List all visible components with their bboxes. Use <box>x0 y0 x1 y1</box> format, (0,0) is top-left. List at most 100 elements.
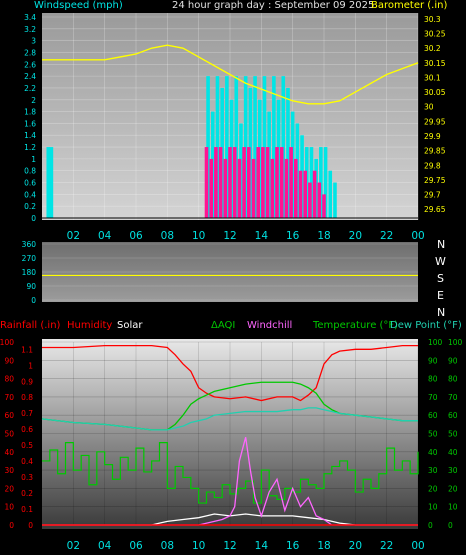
x-tick-label: 22 <box>380 540 393 552</box>
wind-y-tick-label: 1.4 <box>24 131 36 140</box>
temperature-y-tick-label: 30 <box>428 466 438 475</box>
x-tick-label: 16 <box>286 230 300 242</box>
wind-speed-bar <box>261 147 265 218</box>
temperature-y-tick-label: 10 <box>428 503 438 512</box>
wind-y-tick-label: 2.2 <box>24 84 36 93</box>
humidity-y-tick-label: 10 <box>4 503 14 512</box>
humidity-line <box>42 345 418 402</box>
wind-speed-bar <box>223 158 228 218</box>
humidity-y-tick-label: 70 <box>4 393 14 402</box>
x-tick-label: 16 <box>286 540 300 552</box>
wind-y-tick-label: 0.6 <box>24 179 36 188</box>
barometer-y-tick-label: 29.85 <box>424 147 446 156</box>
wind-speed-bar <box>209 158 213 218</box>
aqi-y-tick-label: 50 <box>448 430 458 439</box>
temperature-y-tick-label: 70 <box>428 393 438 402</box>
x-tick-label: 14 <box>255 540 269 552</box>
legend-aqi: ΔAQI <box>211 320 236 331</box>
humidity-y-tick-label: 30 <box>4 466 14 475</box>
barometer-y-tick-label: 30.15 <box>424 59 446 68</box>
wind-speed-bar <box>242 147 246 218</box>
barometer-y-tick-label: 29.65 <box>424 205 446 214</box>
wind-y-tick-label: 3.4 <box>24 13 36 22</box>
humidity-y-tick-label: 40 <box>4 448 14 457</box>
humidity-y-tick-label: 80 <box>4 375 14 384</box>
aqi-y-tick-label: 60 <box>448 411 458 420</box>
barometer-y-tick-label: 30.1 <box>424 73 441 82</box>
wind-speed-bar <box>237 158 242 218</box>
aqi-y-tick-label: 30 <box>448 466 458 475</box>
legend-temperature: Temperature (°F) <box>313 320 399 331</box>
wind-y-tick-label: 2.6 <box>24 60 36 69</box>
windspeed-axis-title: Windspeed (mph) <box>34 0 123 11</box>
aqi-y-tick-label: 80 <box>448 375 458 384</box>
x-tick-label: 00 <box>411 540 424 552</box>
wind-speed-bar <box>247 147 251 218</box>
compass-label: N <box>437 238 446 251</box>
direction-y-tick-label: 360 <box>22 240 37 249</box>
barometer-y-tick-label: 30.2 <box>424 44 441 53</box>
legend-humidity: Humidity <box>67 320 113 331</box>
barometer-axis-title: Barometer (.in) <box>371 0 448 11</box>
direction-y-tick-label: 270 <box>22 254 37 263</box>
wind-y-tick-label: 3.2 <box>24 25 36 34</box>
wind-speed-bar <box>228 147 232 218</box>
wind-y-tick-label: 0 <box>31 214 36 223</box>
x-tick-label: 02 <box>67 540 80 552</box>
barometer-line <box>42 44 419 105</box>
x-tick-label: 04 <box>98 540 112 552</box>
legend-windchill: Windchill <box>247 320 293 331</box>
barometer-y-tick-label: 29.7 <box>424 191 441 200</box>
x-tick-label: 08 <box>161 540 174 552</box>
temperature-y-tick-label: 20 <box>428 484 438 493</box>
wind-speed-bar <box>204 147 209 218</box>
wind-speed-bar <box>218 147 223 218</box>
x-tick-label: 18 <box>317 230 330 242</box>
wind-speed-bar <box>298 170 303 218</box>
barometer-y-tick-label: 29.9 <box>424 132 441 141</box>
wind-gust-bar <box>333 182 337 218</box>
x-tick-label: 20 <box>349 540 362 552</box>
temperature-y-tick-label: 0 <box>428 521 433 530</box>
temperature-y-tick-label: 40 <box>428 448 438 457</box>
wind-gust-bar <box>46 147 51 218</box>
dewpoint-line <box>41 407 418 431</box>
wind-y-tick-label: 1 <box>31 155 36 164</box>
x-tick-label: 22 <box>380 230 393 242</box>
climate-chart-background <box>42 339 418 529</box>
direction-y-tick-label: 180 <box>22 268 37 277</box>
x-tick-label: 12 <box>223 230 236 242</box>
wind-speed-bar <box>289 147 293 218</box>
barometer-y-tick-label: 30.25 <box>424 30 446 39</box>
temperature-y-tick-label: 100 <box>428 338 443 347</box>
wind-speed-bar <box>270 158 275 218</box>
humidity-y-tick-label: 20 <box>4 484 14 493</box>
wind-speed-bar <box>312 170 317 218</box>
wind-gust-bar <box>272 76 276 218</box>
rainfall-y-tick-label: 0.9 <box>21 377 33 386</box>
rainfall-y-tick-label: 0.1 <box>21 505 33 514</box>
graph-date-title: 24 hour graph day : September 09 2025 <box>172 0 375 11</box>
x-tick-label: 14 <box>255 230 269 242</box>
barometer-y-tick-label: 30.3 <box>424 15 441 24</box>
wind-speed-bar <box>251 158 256 218</box>
compass-label: S <box>437 272 444 285</box>
temperature-y-tick-label: 50 <box>428 430 438 439</box>
humidity-y-tick-label: 0 <box>9 521 14 530</box>
wind-y-tick-label: 2.4 <box>24 72 36 81</box>
barometer-y-tick-label: 29.95 <box>424 117 446 126</box>
wind-y-tick-label: 2.8 <box>24 48 36 57</box>
rainfall-y-tick-label: 0.8 <box>21 393 33 402</box>
wind-speed-bar <box>322 194 326 218</box>
wind-speed-bar <box>284 158 289 218</box>
wind-speed-bar <box>317 182 322 218</box>
aqi-y-tick-label: 20 <box>448 484 458 493</box>
temperature-y-tick-label: 90 <box>428 356 438 365</box>
x-tick-label: 06 <box>129 230 143 242</box>
wind-speed-bar <box>232 147 237 218</box>
wind-speed-bar <box>265 147 270 218</box>
aqi-y-tick-label: 70 <box>448 393 458 402</box>
wind-y-tick-label: 1.2 <box>24 143 36 152</box>
